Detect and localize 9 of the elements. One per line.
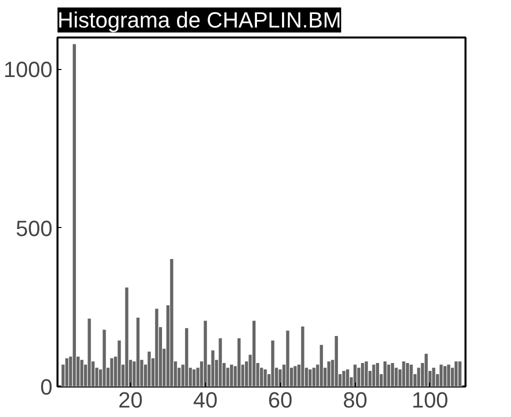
y-tick-label: 0: [40, 374, 53, 400]
x-tick-label: 20: [118, 388, 143, 412]
y-tick-label: 500: [16, 216, 53, 241]
x-tick-label: 60: [268, 388, 292, 412]
y-tick-label: 1000: [4, 57, 53, 82]
chart-title: Histograma de CHAPLIN.BM: [58, 8, 342, 32]
x-tick-label: 40: [193, 388, 218, 412]
x-tick-label: 100: [412, 388, 448, 412]
x-tick-label: 80: [342, 388, 368, 412]
